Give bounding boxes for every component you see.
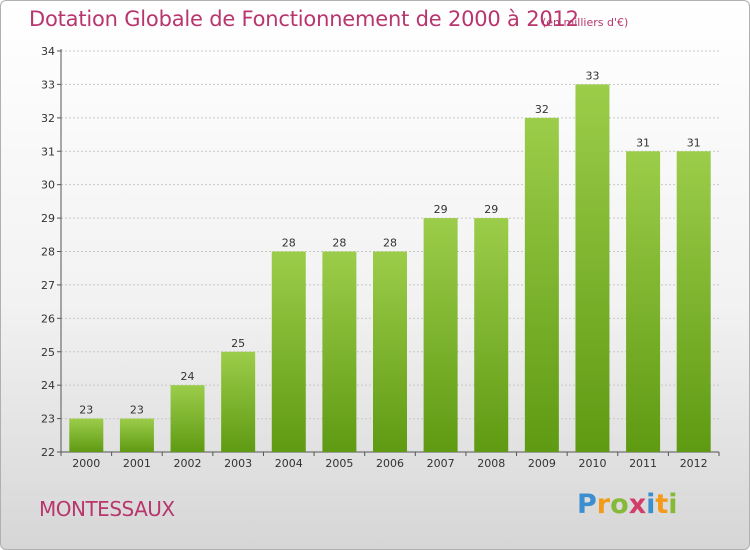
y-tick-label: 34 [41, 45, 55, 58]
data-label-2012: 31 [687, 136, 701, 149]
y-tick-label: 23 [41, 413, 55, 426]
bar-2007 [423, 218, 458, 452]
data-label-2005: 28 [332, 237, 346, 250]
y-tick-label: 24 [41, 379, 55, 392]
y-tick-label: 30 [41, 179, 55, 192]
x-tick-label: 2007 [427, 457, 455, 470]
x-tick-label: 2003 [224, 457, 252, 470]
proxiti-logo[interactable]: Proxiti [577, 489, 678, 520]
data-label-2003: 25 [231, 337, 245, 350]
chart-subtitle: (en milliers d'€) [542, 16, 629, 29]
data-label-2004: 28 [282, 237, 296, 250]
bar-2011 [626, 151, 661, 452]
commune-name: MONTESSAUX [39, 497, 175, 521]
y-tick-label: 22 [41, 446, 55, 459]
bars [69, 84, 711, 453]
y-tick-label: 25 [41, 346, 55, 359]
x-tick-label: 2002 [174, 457, 202, 470]
x-tick-label: 2005 [325, 457, 353, 470]
x-tick-label: 2004 [275, 457, 303, 470]
bar-2002 [170, 385, 205, 452]
data-label-2002: 24 [181, 370, 195, 383]
bar-2010 [575, 84, 610, 453]
data-label-2000: 23 [79, 404, 93, 417]
y-tick-label: 28 [41, 246, 55, 259]
x-tick-label: 2011 [629, 457, 657, 470]
y-tick-label: 29 [41, 212, 55, 225]
bar-2006 [373, 251, 407, 452]
x-tick-label: 2000 [72, 457, 100, 470]
data-label-2011: 31 [636, 136, 650, 149]
x-tick-label: 2010 [578, 457, 606, 470]
bar-2003 [221, 351, 256, 452]
y-tick-label: 26 [41, 312, 55, 325]
chart-title: Dotation Globale de Fonctionnement de 20… [29, 7, 579, 31]
bar-2005 [322, 251, 357, 452]
data-label-2009: 32 [535, 103, 549, 116]
data-label-2010: 33 [585, 69, 599, 82]
bar-2004 [271, 251, 306, 452]
bar-2012 [676, 151, 711, 452]
bar-2009 [524, 117, 559, 452]
data-label-2008: 29 [484, 203, 498, 216]
y-tick-label: 27 [41, 279, 55, 292]
x-tick-label: 2009 [528, 457, 556, 470]
x-tick-label: 2012 [680, 457, 708, 470]
x-tick-label: 2001 [123, 457, 151, 470]
data-label-2007: 29 [434, 203, 448, 216]
y-tick-label: 31 [41, 145, 55, 158]
labels: 22 23 24 25 26 27 28 29 30 31 32 33 34 23 2000 23 2001 24… [41, 45, 708, 470]
y-tick-label: 32 [41, 112, 55, 125]
y-tick-label: 33 [41, 78, 55, 91]
x-tick-label: 2008 [477, 457, 505, 470]
data-label-2006: 28 [383, 237, 397, 250]
data-label-2001: 23 [130, 404, 144, 417]
bar-2001 [119, 418, 154, 452]
bar-2000 [69, 418, 104, 452]
x-tick-label: 2006 [376, 457, 404, 470]
bar-2008 [474, 218, 509, 452]
